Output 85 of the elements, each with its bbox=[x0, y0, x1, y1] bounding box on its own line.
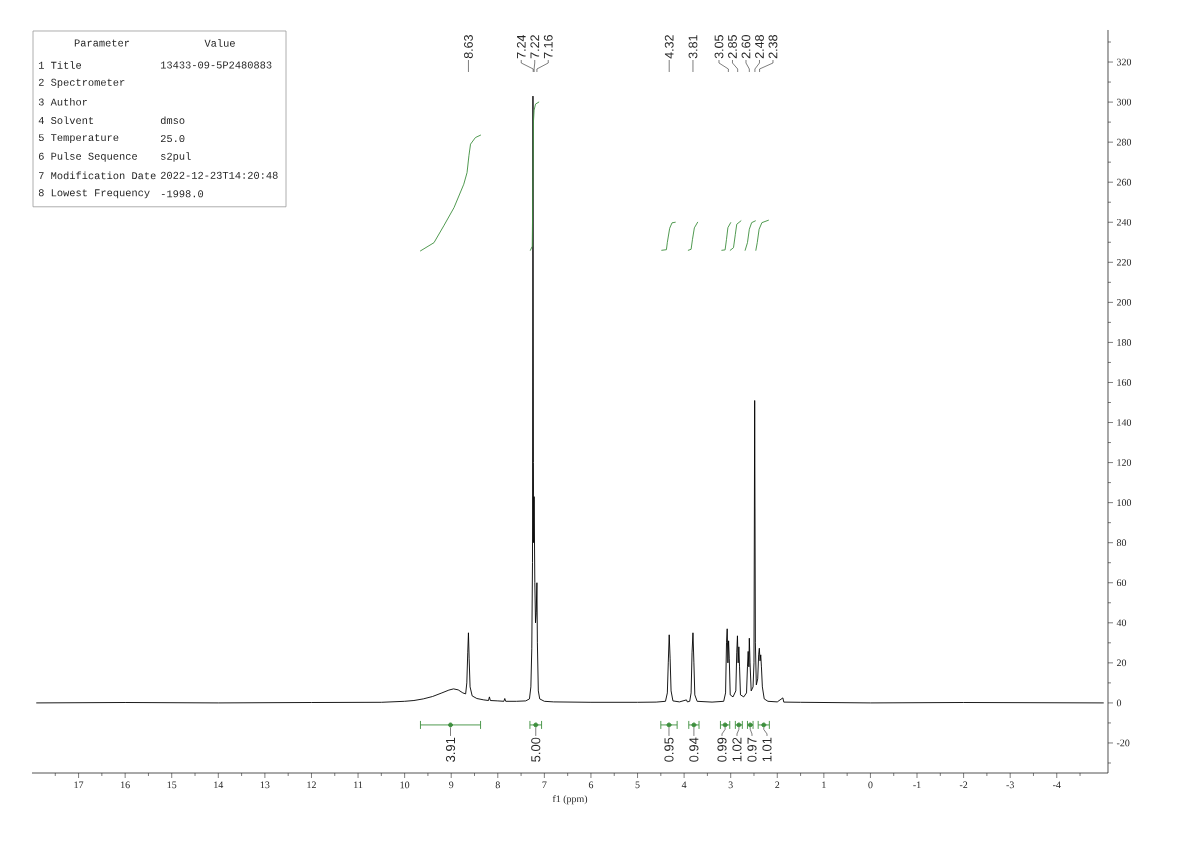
annotation: 3 Author bbox=[38, 97, 87, 106]
annotation: 2.48 bbox=[755, 35, 764, 59]
y-tick-label: 140 bbox=[1117, 419, 1132, 426]
y-tick-label: 0 bbox=[1116, 699, 1122, 707]
x-tick-label: 15 bbox=[167, 781, 177, 789]
line-series bbox=[661, 221, 676, 251]
annotation: 0.97 bbox=[747, 737, 757, 762]
annotation: 3.91 bbox=[445, 737, 456, 762]
annotation: 8.63 bbox=[464, 35, 473, 59]
annotation: 7 Modification Date bbox=[39, 171, 156, 180]
annotation: 7.16 bbox=[543, 35, 553, 59]
annotation: 4.32 bbox=[664, 35, 674, 59]
annotation: 2.38 bbox=[768, 35, 778, 59]
annotation: 4 Solvent bbox=[38, 116, 94, 124]
annotation: 0.94 bbox=[689, 737, 699, 762]
annotation: 3.81 bbox=[688, 35, 698, 59]
annotation: 2.60 bbox=[741, 35, 751, 59]
y-tick-label: -20 bbox=[1116, 739, 1130, 747]
annotation: 5.00 bbox=[531, 737, 541, 762]
annotation: -1998.0 bbox=[161, 190, 204, 198]
line-series bbox=[729, 220, 742, 251]
annotation: dmso bbox=[160, 116, 185, 124]
x-axis-title: f1 (ppm) bbox=[552, 795, 588, 805]
y-tick-label: 220 bbox=[1116, 258, 1132, 266]
y-tick-label: 180 bbox=[1117, 339, 1132, 346]
x-tick-label: 14 bbox=[214, 781, 224, 789]
annotation: 1.01 bbox=[762, 737, 772, 762]
annotation: Value bbox=[204, 39, 235, 47]
annotation: 2.85 bbox=[728, 35, 737, 59]
annotation: 7.22 bbox=[530, 35, 540, 59]
y-tick-label: 280 bbox=[1116, 138, 1132, 146]
y-tick-label: 100 bbox=[1117, 499, 1132, 506]
x-tick-label: 16 bbox=[121, 781, 130, 789]
annotation: s2pul bbox=[161, 152, 191, 162]
line-series bbox=[420, 134, 481, 252]
annotation: 13433-09-5P2480883 bbox=[160, 61, 272, 69]
x-tick-label: 5 bbox=[635, 781, 640, 789]
x-tick-label: 11 bbox=[354, 781, 363, 789]
line-series bbox=[529, 101, 540, 251]
line-series bbox=[721, 222, 732, 251]
annotation: 6 Pulse Sequence bbox=[38, 152, 137, 162]
x-tick-label: 2 bbox=[775, 781, 780, 789]
annotation: 0.99 bbox=[717, 737, 727, 762]
line-series bbox=[755, 219, 769, 251]
y-tick-label: 320 bbox=[1117, 58, 1132, 66]
x-tick-label: 7 bbox=[542, 781, 547, 789]
annotation: 5 Temperature bbox=[38, 134, 119, 144]
x-tick-label: 0 bbox=[868, 781, 873, 789]
y-tick-label: 200 bbox=[1116, 299, 1132, 306]
y-tick-label: 80 bbox=[1116, 539, 1127, 547]
line-series bbox=[687, 221, 699, 251]
annotation: 7.24 bbox=[516, 34, 526, 59]
annotation: 1 Title bbox=[38, 61, 82, 69]
y-tick-label: 120 bbox=[1117, 459, 1132, 466]
x-tick-label: -2 bbox=[959, 781, 968, 789]
annotation: 1.02 bbox=[732, 737, 742, 762]
x-tick-label: 8 bbox=[495, 781, 500, 789]
line-series bbox=[36, 95, 1104, 704]
x-tick-label: -1 bbox=[913, 781, 921, 789]
x-tick-label: 10 bbox=[400, 781, 410, 789]
y-tick-label: 240 bbox=[1116, 218, 1132, 226]
x-tick-label: 4 bbox=[681, 781, 687, 789]
y-tick-label: 40 bbox=[1116, 619, 1127, 627]
annotation: 0.95 bbox=[664, 737, 674, 762]
y-tick-label: 60 bbox=[1116, 579, 1127, 587]
x-tick-label: -4 bbox=[1052, 781, 1061, 789]
annotation: 3.05 bbox=[714, 35, 724, 59]
annotation: 25.0 bbox=[160, 135, 185, 143]
line-series bbox=[744, 220, 756, 251]
x-tick-label: 13 bbox=[260, 781, 270, 789]
x-tick-label: 17 bbox=[74, 781, 84, 789]
x-tick-label: -3 bbox=[1006, 781, 1014, 789]
y-tick-label: 160 bbox=[1117, 379, 1132, 386]
x-tick-label: 3 bbox=[728, 781, 733, 789]
annotation: 2 Spectrometer bbox=[38, 78, 125, 88]
x-tick-label: 1 bbox=[822, 781, 826, 789]
annotation: 2022-12-23T14:20:48 bbox=[160, 171, 278, 179]
y-tick-label: 300 bbox=[1117, 98, 1132, 106]
y-tick-label: 260 bbox=[1116, 178, 1132, 186]
y-tick-label: 20 bbox=[1116, 659, 1127, 667]
x-tick-label: 6 bbox=[588, 781, 594, 789]
x-tick-label: 9 bbox=[449, 781, 454, 789]
annotation: 8 Lowest Frequency bbox=[38, 189, 150, 199]
annotation: Parameter bbox=[74, 39, 130, 47]
x-tick-label: 12 bbox=[307, 781, 316, 789]
